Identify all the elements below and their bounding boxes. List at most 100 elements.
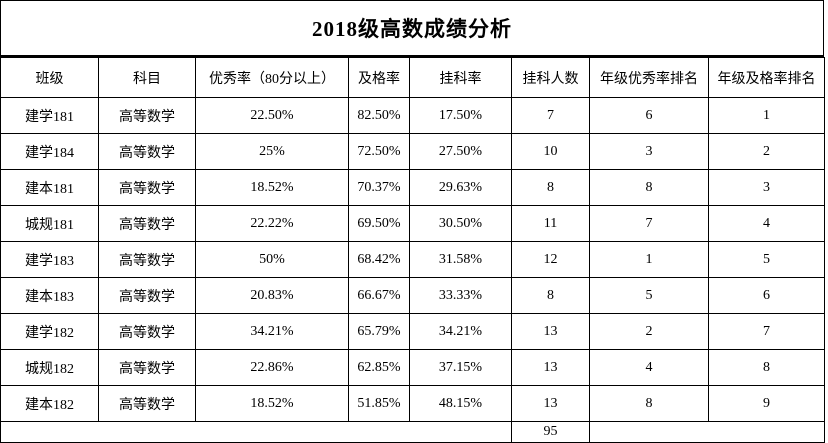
table-cell: 高等数学 bbox=[98, 349, 196, 386]
table-cell: 3 bbox=[708, 169, 825, 206]
table-cell: 37.15% bbox=[409, 349, 512, 386]
table-cell: 城规182 bbox=[0, 349, 99, 386]
table-cell: 68.42% bbox=[348, 241, 410, 278]
column-header-excellence-rank: 年级优秀率排名 bbox=[589, 57, 709, 98]
table-cell: 69.50% bbox=[348, 205, 410, 242]
table-cell: 13 bbox=[511, 313, 590, 350]
table-row: 城规181 高等数学 22.22% 69.50% 30.50% 11 7 4 bbox=[0, 205, 825, 242]
column-header-pass-rate: 及格率 bbox=[348, 57, 410, 98]
table-cell: 9 bbox=[708, 385, 825, 422]
table-cell: 12 bbox=[511, 241, 590, 278]
table-cell: 7 bbox=[511, 97, 590, 134]
column-header-excellence-rate: 优秀率（80分以上） bbox=[195, 57, 349, 98]
page-title: 2018级高数成绩分析 bbox=[0, 0, 824, 57]
table-cell: 6 bbox=[589, 97, 709, 134]
table-cell: 17.50% bbox=[409, 97, 512, 134]
column-header-class: 班级 bbox=[0, 57, 99, 98]
table-cell: 建学184 bbox=[0, 133, 99, 170]
table-cell: 6 bbox=[708, 277, 825, 314]
table-cell: 50% bbox=[195, 241, 349, 278]
table-cell: 高等数学 bbox=[98, 241, 196, 278]
table-cell: 2 bbox=[708, 133, 825, 170]
table-row: 建学183 高等数学 50% 68.42% 31.58% 12 1 5 bbox=[0, 241, 825, 278]
table-cell: 8 bbox=[589, 385, 709, 422]
table-cell: 48.15% bbox=[409, 385, 512, 422]
table-cell: 34.21% bbox=[409, 313, 512, 350]
column-header-pass-rank: 年级及格率排名 bbox=[708, 57, 825, 98]
table-cell: 4 bbox=[589, 349, 709, 386]
table-cell: 7 bbox=[589, 205, 709, 242]
table-cell: 3 bbox=[589, 133, 709, 170]
table-cell: 65.79% bbox=[348, 313, 410, 350]
table-cell: 4 bbox=[708, 205, 825, 242]
table-cell: 82.50% bbox=[348, 97, 410, 134]
table-cell: 建本181 bbox=[0, 169, 99, 206]
table-cell: 66.67% bbox=[348, 277, 410, 314]
table-cell: 建学183 bbox=[0, 241, 99, 278]
table-cell: 51.85% bbox=[348, 385, 410, 422]
table-cell: 22.22% bbox=[195, 205, 349, 242]
table-cell: 建学181 bbox=[0, 97, 99, 134]
column-header-fail-rate: 挂科率 bbox=[409, 57, 512, 98]
table-cell: 高等数学 bbox=[98, 277, 196, 314]
table-cell: 29.63% bbox=[409, 169, 512, 206]
table-cell: 高等数学 bbox=[98, 205, 196, 242]
table-cell: 25% bbox=[195, 133, 349, 170]
table-footer: 95 bbox=[0, 421, 825, 443]
table-cell: 70.37% bbox=[348, 169, 410, 206]
table-cell: 建本182 bbox=[0, 385, 99, 422]
total-fail-count: 95 bbox=[511, 421, 590, 443]
table-cell: 高等数学 bbox=[98, 97, 196, 134]
table-cell: 72.50% bbox=[348, 133, 410, 170]
table-row: 建学182 高等数学 34.21% 65.79% 34.21% 13 2 7 bbox=[0, 313, 825, 350]
table-cell: 33.33% bbox=[409, 277, 512, 314]
total-row-spacer-right bbox=[589, 421, 825, 443]
table-cell: 8 bbox=[589, 169, 709, 206]
table-cell: 13 bbox=[511, 385, 590, 422]
table-row: 建本183 高等数学 20.83% 66.67% 33.33% 8 5 6 bbox=[0, 277, 825, 314]
table-cell: 高等数学 bbox=[98, 169, 196, 206]
header-row: 班级 科目 优秀率（80分以上） 及格率 挂科率 挂科人数 年级优秀率排名 年级… bbox=[0, 57, 825, 98]
table-header: 班级 科目 优秀率（80分以上） 及格率 挂科率 挂科人数 年级优秀率排名 年级… bbox=[0, 57, 825, 98]
table-cell: 13 bbox=[511, 349, 590, 386]
table-cell: 城规181 bbox=[0, 205, 99, 242]
table-cell: 1 bbox=[708, 97, 825, 134]
table-cell: 34.21% bbox=[195, 313, 349, 350]
table-cell: 5 bbox=[708, 241, 825, 278]
table-cell: 18.52% bbox=[195, 385, 349, 422]
table-row: 城规182 高等数学 22.86% 62.85% 37.15% 13 4 8 bbox=[0, 349, 825, 386]
table-cell: 高等数学 bbox=[98, 385, 196, 422]
table-cell: 1 bbox=[589, 241, 709, 278]
table-cell: 20.83% bbox=[195, 277, 349, 314]
table-cell: 建学182 bbox=[0, 313, 99, 350]
table-cell: 11 bbox=[511, 205, 590, 242]
column-header-fail-count: 挂科人数 bbox=[511, 57, 590, 98]
table-row: 建本181 高等数学 18.52% 70.37% 29.63% 8 8 3 bbox=[0, 169, 825, 206]
table-row: 建学184 高等数学 25% 72.50% 27.50% 10 3 2 bbox=[0, 133, 825, 170]
table-cell: 8 bbox=[511, 277, 590, 314]
total-row-spacer-left bbox=[0, 421, 512, 443]
table-cell: 8 bbox=[511, 169, 590, 206]
table-row: 建本182 高等数学 18.52% 51.85% 48.15% 13 8 9 bbox=[0, 385, 825, 422]
table-body: 建学181 高等数学 22.50% 82.50% 17.50% 7 6 1 建学184 高等数学 2… bbox=[0, 97, 825, 422]
table-cell: 2 bbox=[589, 313, 709, 350]
scores-table: 班级 科目 优秀率（80分以上） 及格率 挂科率 挂科人数 年级优秀率排名 年级… bbox=[0, 57, 825, 443]
table-cell: 22.50% bbox=[195, 97, 349, 134]
table-cell: 5 bbox=[589, 277, 709, 314]
table-cell: 30.50% bbox=[409, 205, 512, 242]
table-cell: 27.50% bbox=[409, 133, 512, 170]
table-cell: 高等数学 bbox=[98, 313, 196, 350]
table-cell: 高等数学 bbox=[98, 133, 196, 170]
table-cell: 22.86% bbox=[195, 349, 349, 386]
table-cell: 18.52% bbox=[195, 169, 349, 206]
table-cell: 8 bbox=[708, 349, 825, 386]
table-cell: 10 bbox=[511, 133, 590, 170]
table-cell: 建本183 bbox=[0, 277, 99, 314]
column-header-subject: 科目 bbox=[98, 57, 196, 98]
table-row: 建学181 高等数学 22.50% 82.50% 17.50% 7 6 1 bbox=[0, 97, 825, 134]
table-cell: 62.85% bbox=[348, 349, 410, 386]
table-cell: 7 bbox=[708, 313, 825, 350]
table-cell: 31.58% bbox=[409, 241, 512, 278]
total-row: 95 bbox=[0, 421, 825, 443]
